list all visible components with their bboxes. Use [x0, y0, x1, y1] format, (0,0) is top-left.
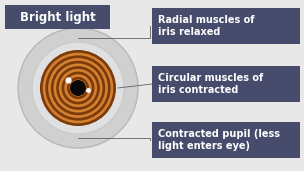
Circle shape: [40, 50, 116, 126]
FancyBboxPatch shape: [152, 66, 300, 102]
Circle shape: [70, 80, 86, 96]
FancyBboxPatch shape: [5, 5, 110, 29]
FancyBboxPatch shape: [152, 122, 300, 158]
Circle shape: [48, 58, 108, 118]
Circle shape: [51, 61, 105, 115]
Circle shape: [59, 69, 97, 107]
Text: Radial muscles of
iris relaxed: Radial muscles of iris relaxed: [158, 15, 254, 37]
Circle shape: [64, 74, 92, 102]
Circle shape: [18, 28, 138, 148]
Text: Contracted pupil (less
light enters eye): Contracted pupil (less light enters eye): [158, 129, 280, 151]
Text: Circular muscles of
iris contracted: Circular muscles of iris contracted: [158, 73, 263, 95]
Circle shape: [54, 63, 102, 113]
Circle shape: [43, 53, 113, 123]
Circle shape: [61, 71, 95, 104]
FancyBboxPatch shape: [152, 8, 300, 44]
Circle shape: [45, 55, 111, 121]
Circle shape: [56, 66, 100, 110]
Circle shape: [67, 77, 89, 99]
Circle shape: [32, 42, 124, 134]
Text: Bright light: Bright light: [20, 10, 95, 23]
Circle shape: [70, 80, 86, 96]
Circle shape: [70, 80, 86, 96]
